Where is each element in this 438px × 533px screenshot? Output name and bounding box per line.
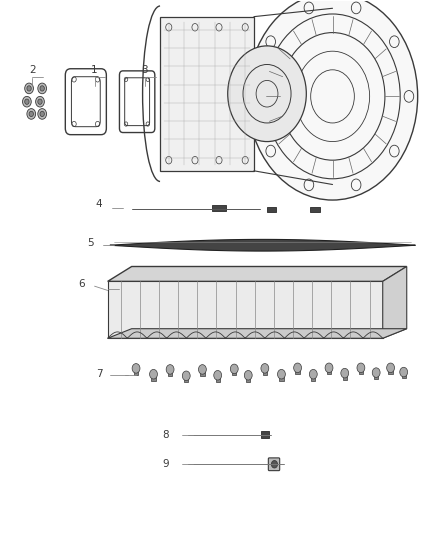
Circle shape bbox=[228, 46, 306, 142]
FancyBboxPatch shape bbox=[327, 369, 331, 374]
Circle shape bbox=[40, 111, 44, 117]
Circle shape bbox=[242, 157, 248, 164]
Text: 3: 3 bbox=[141, 65, 148, 75]
Circle shape bbox=[25, 99, 29, 104]
Circle shape bbox=[251, 91, 261, 102]
Circle shape bbox=[40, 86, 44, 91]
Polygon shape bbox=[108, 281, 383, 338]
Circle shape bbox=[166, 23, 172, 31]
Polygon shape bbox=[160, 17, 254, 171]
Circle shape bbox=[351, 179, 361, 191]
Circle shape bbox=[357, 363, 365, 373]
FancyBboxPatch shape bbox=[134, 369, 138, 375]
FancyBboxPatch shape bbox=[263, 369, 267, 375]
Circle shape bbox=[38, 109, 46, 119]
Circle shape bbox=[247, 0, 418, 200]
FancyBboxPatch shape bbox=[359, 369, 363, 374]
Text: 8: 8 bbox=[162, 430, 169, 440]
FancyBboxPatch shape bbox=[343, 374, 347, 379]
FancyBboxPatch shape bbox=[212, 205, 226, 211]
Circle shape bbox=[22, 96, 31, 107]
Circle shape bbox=[272, 461, 278, 468]
Circle shape bbox=[400, 367, 408, 377]
Circle shape bbox=[38, 99, 42, 104]
Circle shape bbox=[214, 370, 222, 380]
Circle shape bbox=[166, 157, 172, 164]
FancyBboxPatch shape bbox=[215, 376, 220, 382]
Circle shape bbox=[325, 363, 333, 373]
Text: 6: 6 bbox=[78, 279, 85, 288]
FancyBboxPatch shape bbox=[232, 370, 237, 375]
Circle shape bbox=[216, 23, 222, 31]
Circle shape bbox=[266, 36, 276, 47]
Circle shape bbox=[387, 363, 395, 373]
FancyBboxPatch shape bbox=[268, 458, 280, 471]
Circle shape bbox=[278, 369, 286, 379]
Circle shape bbox=[216, 157, 222, 164]
Circle shape bbox=[27, 109, 35, 119]
FancyBboxPatch shape bbox=[279, 375, 284, 381]
Circle shape bbox=[27, 86, 31, 91]
Circle shape bbox=[166, 365, 174, 374]
Circle shape bbox=[309, 369, 317, 379]
FancyBboxPatch shape bbox=[200, 370, 205, 376]
Circle shape bbox=[293, 363, 301, 373]
FancyBboxPatch shape bbox=[311, 375, 315, 381]
Polygon shape bbox=[108, 266, 407, 281]
Circle shape bbox=[230, 364, 238, 374]
FancyBboxPatch shape bbox=[402, 373, 406, 378]
Text: 4: 4 bbox=[95, 199, 102, 209]
Circle shape bbox=[244, 370, 252, 380]
FancyBboxPatch shape bbox=[184, 377, 188, 382]
Text: 5: 5 bbox=[87, 238, 93, 247]
Circle shape bbox=[38, 83, 46, 94]
Text: 1: 1 bbox=[91, 65, 98, 75]
Circle shape bbox=[25, 83, 33, 94]
Circle shape bbox=[351, 2, 361, 14]
Circle shape bbox=[192, 23, 198, 31]
FancyBboxPatch shape bbox=[261, 431, 269, 438]
FancyBboxPatch shape bbox=[389, 369, 393, 374]
Circle shape bbox=[304, 179, 314, 191]
FancyBboxPatch shape bbox=[168, 370, 172, 376]
Circle shape bbox=[261, 364, 269, 373]
Circle shape bbox=[182, 371, 190, 381]
Circle shape bbox=[29, 111, 33, 117]
Circle shape bbox=[192, 157, 198, 164]
FancyBboxPatch shape bbox=[310, 207, 320, 212]
Circle shape bbox=[389, 36, 399, 47]
Circle shape bbox=[341, 368, 349, 378]
Circle shape bbox=[198, 365, 206, 374]
Circle shape bbox=[372, 368, 380, 377]
Polygon shape bbox=[108, 329, 407, 338]
Circle shape bbox=[304, 2, 314, 14]
Circle shape bbox=[266, 145, 276, 157]
FancyBboxPatch shape bbox=[374, 374, 378, 379]
Circle shape bbox=[35, 96, 44, 107]
Text: 2: 2 bbox=[29, 65, 35, 75]
FancyBboxPatch shape bbox=[267, 207, 276, 212]
Text: 7: 7 bbox=[95, 369, 102, 379]
FancyBboxPatch shape bbox=[246, 376, 251, 382]
Polygon shape bbox=[110, 239, 416, 251]
Polygon shape bbox=[383, 266, 407, 338]
Circle shape bbox=[150, 369, 157, 379]
Circle shape bbox=[389, 145, 399, 157]
Circle shape bbox=[242, 23, 248, 31]
FancyBboxPatch shape bbox=[295, 369, 300, 374]
Text: 9: 9 bbox=[162, 459, 169, 469]
Circle shape bbox=[404, 91, 414, 102]
Circle shape bbox=[132, 364, 140, 373]
FancyBboxPatch shape bbox=[151, 375, 155, 381]
